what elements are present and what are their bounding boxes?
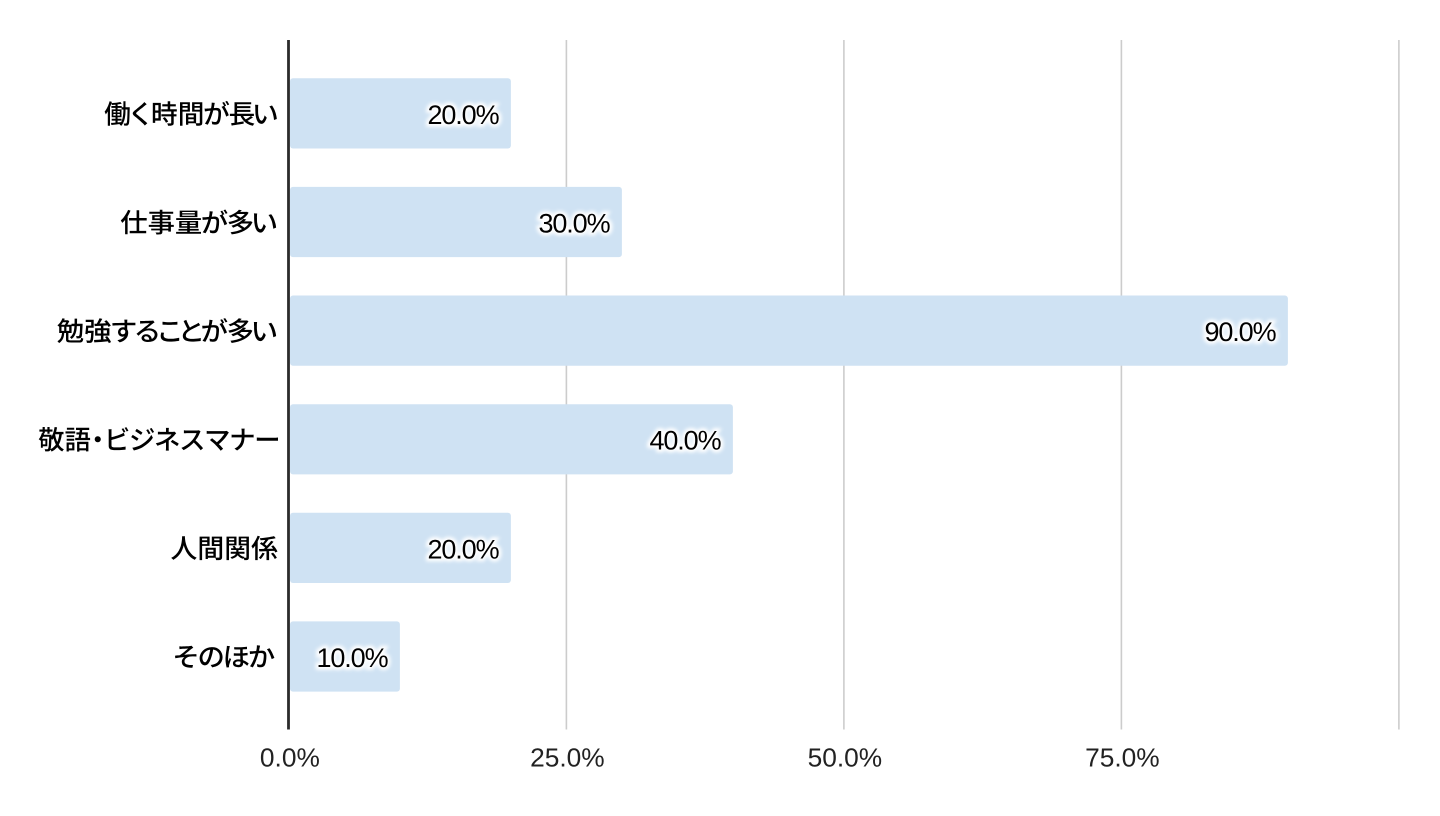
svg-text:90.0%: 90.0% [1204,317,1276,347]
svg-text:10.0%: 10.0% [316,643,388,673]
svg-text:40.0%: 40.0% [649,426,721,456]
svg-text:10.0%: 10.0% [316,643,388,673]
svg-text:0.0%: 0.0% [260,742,320,772]
svg-text:20.0%: 20.0% [427,100,499,130]
svg-text:90.0%: 90.0% [1204,317,1276,347]
svg-text:75.0%: 75.0% [1085,742,1160,772]
svg-text:20.0%: 20.0% [427,100,499,130]
svg-text:30.0%: 30.0% [538,208,610,238]
svg-text:20.0%: 20.0% [427,534,499,564]
svg-text:20.0%: 20.0% [427,534,499,564]
svg-text:30.0%: 30.0% [538,208,610,238]
svg-text:25.0%: 25.0% [530,742,605,772]
svg-text:50.0%: 50.0% [808,742,883,772]
svg-text:40.0%: 40.0% [649,426,721,456]
